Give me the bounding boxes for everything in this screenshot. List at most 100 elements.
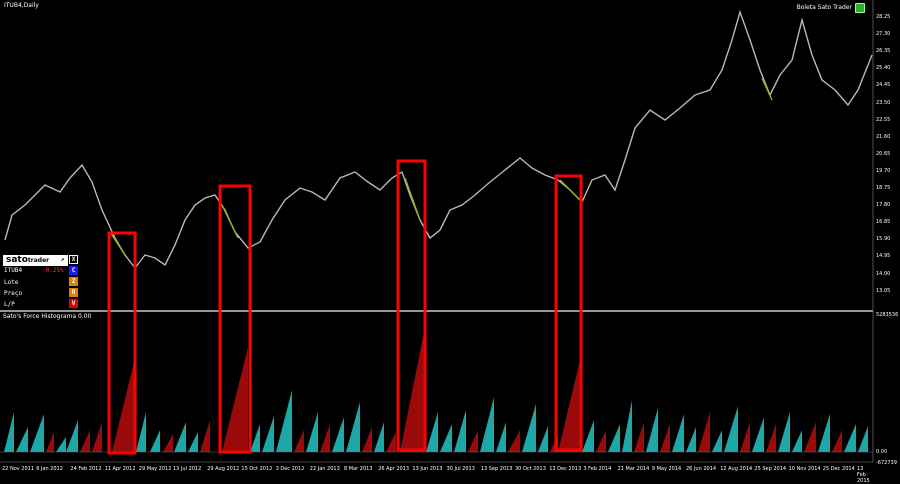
histogram-bar	[582, 420, 594, 452]
boleta-icon[interactable]	[855, 3, 865, 13]
date-tick: 11 Apr 2012	[104, 466, 136, 472]
histogram-bar	[222, 347, 248, 452]
histogram-bar	[698, 412, 710, 452]
histogram-bar	[712, 430, 722, 452]
price-tick: 23.50	[876, 99, 891, 106]
brand-sub: trader	[27, 257, 50, 264]
symbol-title: ITUB4,Daily	[4, 2, 39, 9]
histogram-bar	[634, 422, 644, 452]
histogram-bar	[306, 412, 318, 452]
histogram-bar	[608, 424, 620, 452]
histogram-bar	[30, 414, 44, 452]
histogram-bar	[804, 422, 816, 452]
sato-logo: satotrader	[3, 255, 68, 266]
price-tick: 14.00	[876, 270, 891, 277]
indicator-scale-zero: 0.00	[876, 449, 888, 455]
date-tick: 10 Nov 2014	[788, 466, 821, 472]
histogram-bar	[508, 430, 520, 452]
histogram-bar	[724, 406, 738, 452]
price-tick: 24.45	[876, 82, 891, 89]
histogram-bar	[832, 430, 842, 452]
date-tick: 15 Oct 2012	[241, 466, 273, 472]
histogram-bar	[150, 430, 160, 452]
lp-button[interactable]: V	[69, 299, 78, 308]
histogram-bar	[16, 427, 28, 452]
histogram-bar	[174, 422, 186, 452]
date-tick: 13 Jun 2013	[412, 466, 443, 472]
histogram-bar	[112, 362, 134, 452]
histogram-bar	[163, 434, 173, 452]
date-tick: 13 Dec 2013	[549, 466, 582, 472]
sato-trader-panel: satotrader ↗ X ITUB4 -0.25% C Lote Z Pre…	[2, 254, 80, 308]
histogram-bar	[622, 400, 632, 452]
histogram-bar	[400, 332, 424, 452]
date-tick: 13 Jul 2012	[173, 466, 202, 472]
lote-button[interactable]: Z	[69, 277, 78, 286]
price-line-accent	[109, 231, 126, 256]
price-line-accent	[559, 179, 583, 203]
indicator-title: Sato's Force Histograma 0.00	[3, 313, 92, 320]
indicator-scale-bottom: -672739	[876, 460, 897, 466]
date-tick: 12 Aug 2014	[720, 466, 753, 472]
histogram-bar	[66, 420, 78, 452]
histogram-bar	[766, 424, 776, 452]
price-tick: 25.40	[876, 65, 891, 72]
date-tick: 26 Jun 2014	[686, 466, 717, 472]
histogram-bar	[480, 397, 494, 452]
histogram-bar	[844, 424, 856, 452]
histogram-bar	[858, 426, 868, 452]
price-tick: 18.75	[876, 185, 891, 191]
boleta-title[interactable]: Boleta Sato Trader	[796, 4, 852, 11]
histogram-bar	[522, 404, 536, 452]
histogram-bar	[752, 417, 764, 452]
price-line	[4, 9, 873, 270]
price-tick: 16.85	[876, 219, 891, 226]
preco-button[interactable]: R	[69, 288, 78, 297]
arrow-up-right-icon[interactable]: ↗	[58, 255, 67, 264]
date-tick: 22 Jan 2013	[309, 466, 340, 472]
histogram-bar	[188, 432, 198, 452]
date-tick: 13 Sep 2013	[480, 466, 513, 472]
price-tick: 20.65	[876, 150, 891, 157]
price-tick: 17.80	[876, 202, 891, 209]
histogram-bar	[454, 410, 466, 452]
histogram-bar	[440, 424, 452, 452]
highlight-box	[107, 231, 137, 455]
change-value: -0.25%	[42, 267, 64, 274]
lp-label: L/P	[4, 301, 15, 308]
histogram-bar	[262, 416, 274, 452]
close-button[interactable]: X	[69, 255, 78, 264]
histogram-bar	[468, 430, 478, 452]
price-axis: 28.25 27.30 26.35 25.40 24.45 23.50 22.55 21.60…	[873, 0, 900, 466]
histogram-bar	[320, 424, 330, 452]
date-tick: 30 Jul 2013	[446, 466, 475, 472]
histogram-bar	[362, 427, 372, 452]
date-tick: 22 Nov 2011	[2, 466, 35, 472]
highlight-box	[218, 184, 252, 454]
date-tick: 24 Feb 2012	[70, 466, 102, 472]
date-tick: 29 Aug 2012	[207, 466, 240, 472]
price-tick: 19.70	[876, 167, 891, 174]
price-series	[4, 9, 873, 270]
price-tick: 15.90	[876, 236, 891, 243]
buy-button[interactable]: C	[69, 266, 78, 275]
histogram-bar	[686, 427, 696, 452]
highlight-boxes	[107, 159, 583, 455]
histogram-bar	[374, 422, 384, 452]
lote-label: Lote	[4, 279, 19, 286]
preco-label: Preço	[4, 290, 23, 297]
histogram-bar	[92, 422, 102, 452]
price-tick: 27.30	[876, 31, 891, 38]
date-tick: 30 Oct 2013	[515, 466, 546, 472]
date-tick: 13 Feb 2015	[857, 466, 870, 484]
histogram-bar	[386, 432, 396, 452]
histogram-bar	[672, 414, 684, 452]
histogram-bar	[660, 424, 670, 452]
date-tick: 3 Dec 2012	[275, 466, 305, 472]
date-tick: 3 Feb 2014	[583, 466, 612, 472]
histogram-bar	[346, 402, 360, 452]
date-tick: 25 Sep 2014	[754, 466, 787, 472]
date-tick: 29 May 2012	[138, 466, 172, 472]
